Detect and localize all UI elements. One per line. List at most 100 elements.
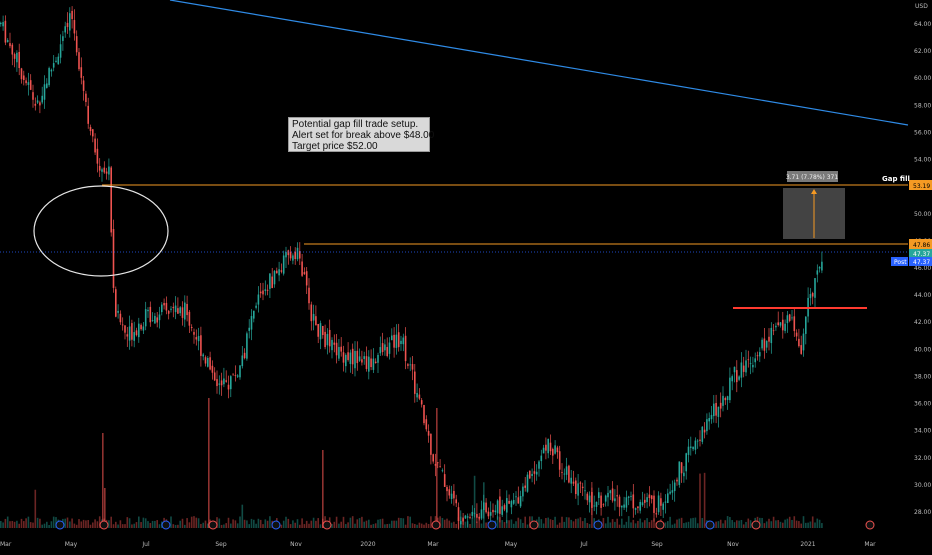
candle-body <box>715 402 717 416</box>
candle-body <box>20 68 23 80</box>
event-marker[interactable] <box>751 520 761 530</box>
volume-bar <box>370 524 372 528</box>
candle-body <box>69 13 71 31</box>
volume-bar <box>144 518 147 528</box>
candle-body <box>131 323 133 340</box>
volume-bar <box>418 522 421 528</box>
trade-note[interactable]: Potential gap fill trade setup. Alert se… <box>288 117 434 152</box>
volume-bar <box>715 521 717 528</box>
candle-body <box>664 501 667 503</box>
price-tick-label: 38.00 <box>914 373 931 380</box>
volume-bar <box>108 520 110 528</box>
volume-bar <box>64 518 66 528</box>
event-marker[interactable] <box>161 520 171 530</box>
volume-bar <box>696 523 699 528</box>
event-marker[interactable] <box>431 520 441 530</box>
candle-body <box>469 517 471 518</box>
volume-bar <box>236 523 239 528</box>
volume-bar <box>121 524 124 528</box>
volume-bar <box>98 516 101 528</box>
last-price-badge <box>909 249 932 258</box>
candle-body <box>446 486 448 492</box>
volume-bar <box>586 522 589 528</box>
volume-bar <box>669 516 671 528</box>
candle-body <box>239 365 241 378</box>
candle-body <box>319 323 322 340</box>
candle-body <box>163 303 165 306</box>
candle-body <box>747 359 750 361</box>
gap-ellipse[interactable] <box>33 185 169 277</box>
time-axis[interactable]: Mar May Jul Sep Nov 2020 Mar May Jul Sep Nov 2021 Ma… <box>0 541 876 548</box>
candle-body <box>92 129 94 137</box>
event-marker[interactable] <box>655 520 665 530</box>
candle-body <box>253 310 255 319</box>
volume-bar <box>644 520 646 528</box>
candle-body <box>696 440 699 442</box>
event-marker[interactable] <box>487 520 497 530</box>
volume-bar <box>690 518 692 528</box>
candle-body <box>671 490 674 493</box>
volume-bar <box>184 524 186 528</box>
volume-bar <box>347 522 349 528</box>
volume-bar <box>227 517 230 528</box>
candle-body <box>657 495 660 513</box>
candle-body <box>420 400 423 405</box>
candle-body <box>637 506 639 509</box>
candle-body <box>324 331 326 348</box>
candle-body <box>186 303 188 316</box>
volume-bar <box>225 523 227 528</box>
candle-body <box>581 486 584 489</box>
candle-body <box>365 356 368 369</box>
volume-bar <box>510 519 513 528</box>
event-marker[interactable] <box>271 520 281 530</box>
volume-bar <box>581 521 584 528</box>
volume-bar <box>795 520 798 528</box>
volume-bar <box>78 519 80 528</box>
candle-body <box>519 496 522 507</box>
candle-body <box>690 446 692 448</box>
candle-body <box>630 496 632 497</box>
volume-bar <box>807 522 809 528</box>
candle-body <box>455 499 457 504</box>
volume-bar <box>34 489 37 528</box>
volume-bar <box>391 520 393 528</box>
candle-body <box>699 439 701 441</box>
candle-body <box>80 67 83 78</box>
event-marker[interactable] <box>865 520 875 530</box>
volume-bar <box>338 523 340 528</box>
candle-body <box>351 348 354 365</box>
candle-body <box>457 507 460 521</box>
candle-body <box>775 325 777 328</box>
candle-body <box>55 60 57 62</box>
candle-body <box>565 466 568 475</box>
candle-body <box>542 447 545 454</box>
event-marker[interactable] <box>705 520 715 530</box>
volume-bar <box>547 517 549 528</box>
volume-bar <box>158 524 161 528</box>
event-marker[interactable] <box>208 520 218 530</box>
event-marker[interactable] <box>529 520 539 530</box>
volume-bar <box>232 519 234 528</box>
candle-body <box>552 448 554 456</box>
candle-body <box>105 171 108 174</box>
candle-body <box>32 92 34 100</box>
volume-bar <box>119 520 122 528</box>
candle-body <box>522 486 524 497</box>
event-marker[interactable] <box>322 520 332 530</box>
trendline[interactable] <box>169 0 909 126</box>
volume-bar <box>508 520 510 528</box>
candle-body <box>269 273 271 289</box>
event-marker[interactable] <box>99 520 109 530</box>
note-line-3: Target price $52.00 <box>292 141 378 152</box>
volume-bar <box>607 516 609 528</box>
event-marker[interactable] <box>55 520 65 530</box>
candle-body <box>662 503 664 510</box>
candle-body <box>802 333 805 351</box>
time-tick-label: May <box>505 541 518 548</box>
event-marker[interactable] <box>593 520 603 530</box>
volume-bar <box>602 517 605 528</box>
candle-body <box>374 361 377 364</box>
candle-body <box>644 499 646 503</box>
